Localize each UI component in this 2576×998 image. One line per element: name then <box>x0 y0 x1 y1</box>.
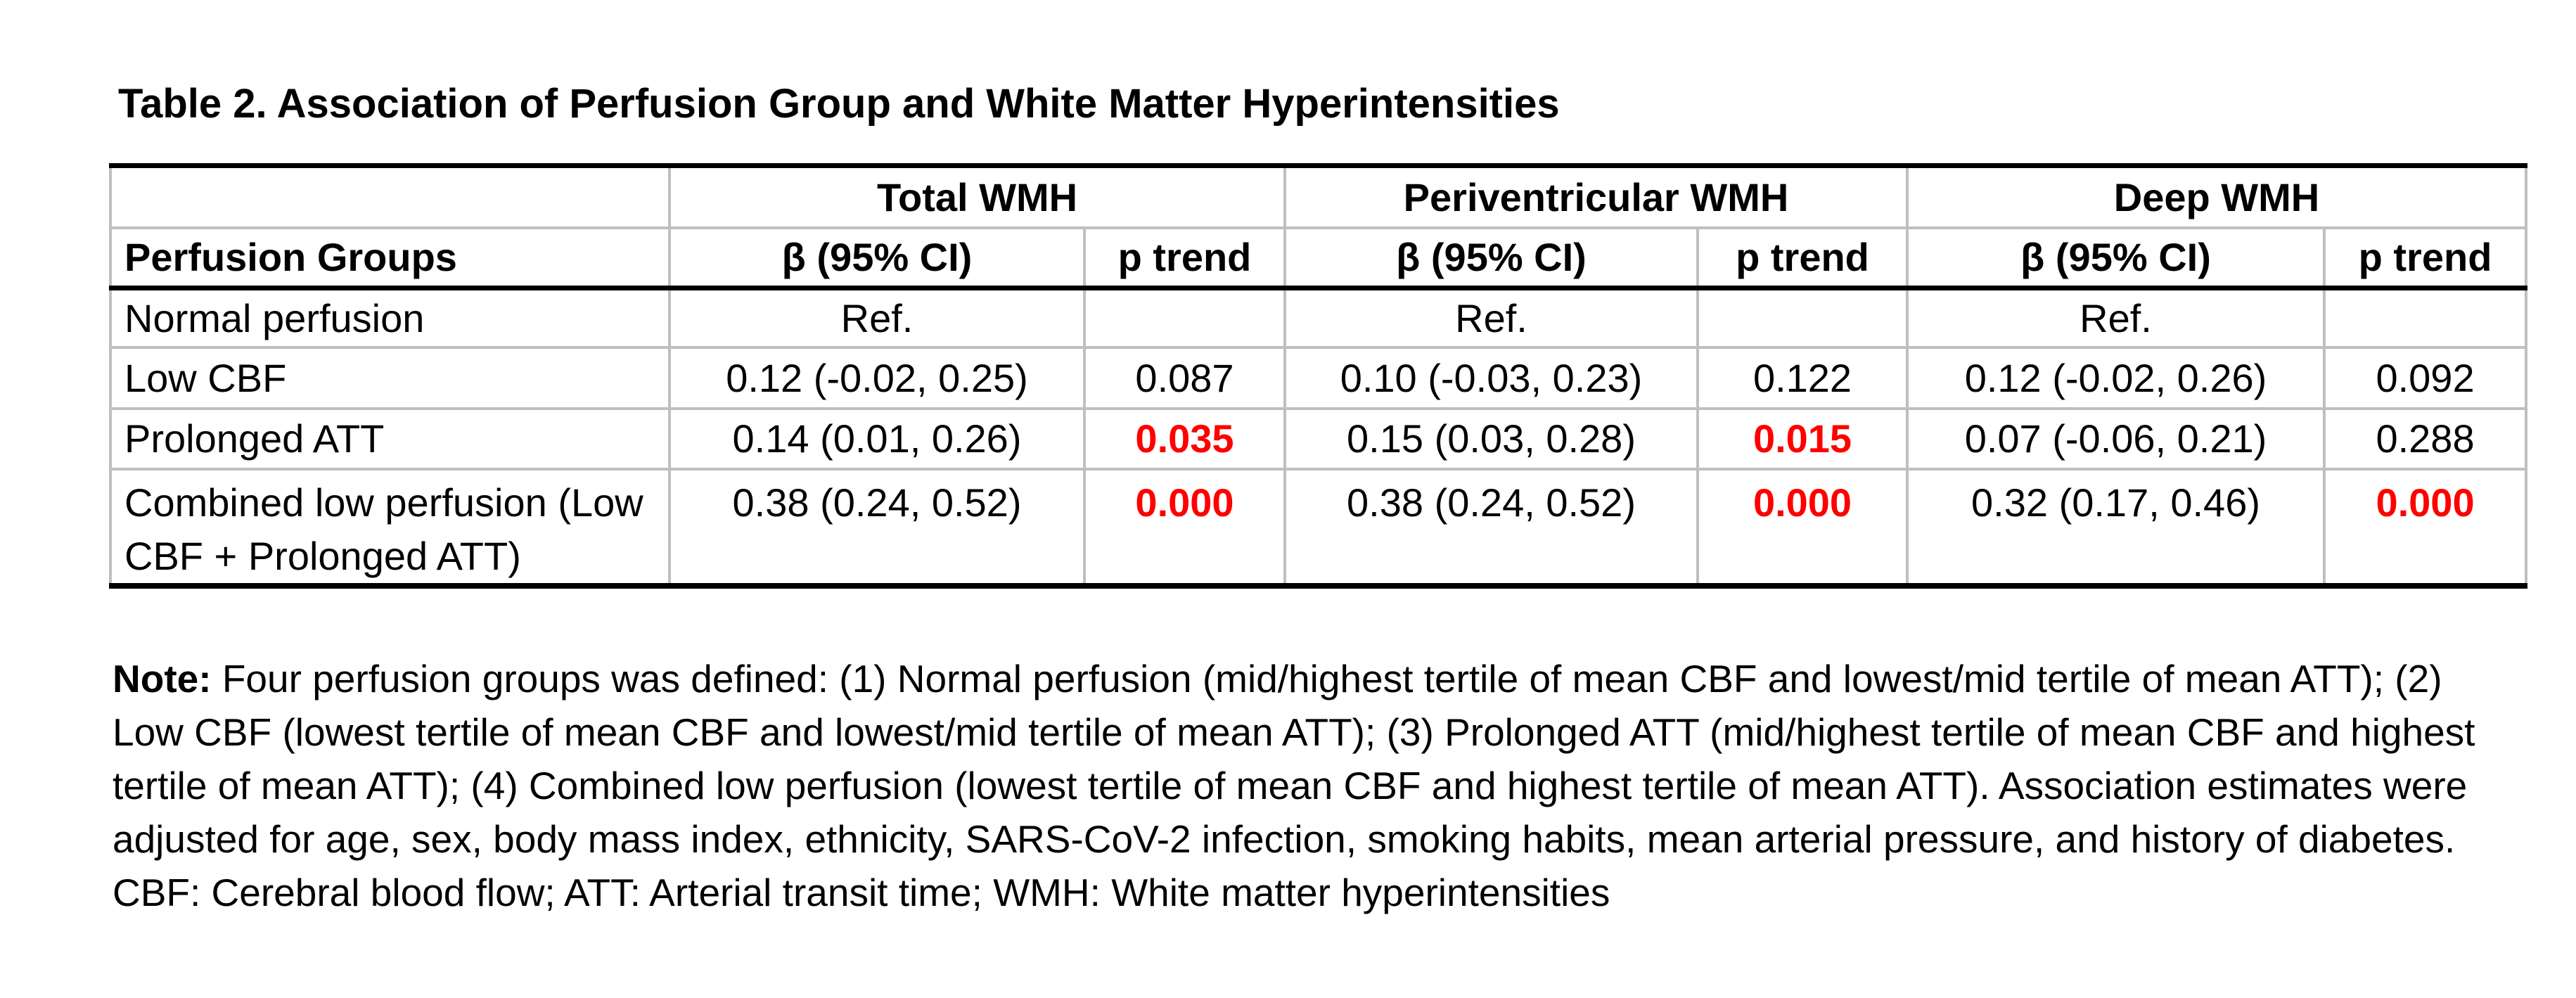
note-label: Note: <box>113 657 212 700</box>
table-row-normal-perfusion: Normal perfusion Ref. Ref. Ref. <box>109 286 2528 349</box>
row-label: Normal perfusion <box>109 286 671 349</box>
results-table: Total WMH Periventricular WMH Deep WMH P… <box>109 163 2528 589</box>
cell-total-p-trend <box>1083 286 1286 349</box>
cell-total-beta: 0.38 (0.24, 0.52) <box>668 467 1086 587</box>
cell-peri-beta: Ref. <box>1283 286 1699 349</box>
table-note: Note: Four perfusion groups was defined:… <box>113 652 2507 919</box>
column-header-total-beta: β (95% CI) <box>668 226 1086 290</box>
corner-cell <box>109 164 671 229</box>
row-label: Combined low perfusion (Low CBF + Prolon… <box>109 467 671 587</box>
row-label: Low CBF <box>109 345 671 410</box>
cell-deep-beta: 0.32 (0.17, 0.46) <box>1906 467 2326 587</box>
cell-peri-p-trend <box>1696 286 1909 349</box>
cell-total-p-trend-significant: 0.035 <box>1083 407 1286 471</box>
column-header-peri-p-trend: p trend <box>1696 226 1909 290</box>
table-title: Table 2. Association of Perfusion Group … <box>118 81 1560 127</box>
cell-deep-beta: 0.07 (-0.06, 0.21) <box>1906 407 2326 471</box>
column-header-deep-beta: β (95% CI) <box>1906 226 2326 290</box>
cell-deep-beta: 0.12 (-0.02, 0.26) <box>1906 345 2326 410</box>
table-row-low-cbf: Low CBF 0.12 (-0.02, 0.25) 0.087 0.10 (-… <box>109 345 2528 410</box>
cell-peri-p-trend-significant: 0.015 <box>1696 407 1909 471</box>
table-row-combined-low-perfusion: Combined low perfusion (Low CBF + Prolon… <box>109 467 2528 587</box>
group-header-deep-wmh: Deep WMH <box>1906 164 2528 229</box>
cell-deep-p-trend-significant: 0.000 <box>2323 467 2528 587</box>
column-header-peri-beta: β (95% CI) <box>1283 226 1699 290</box>
cell-total-beta: Ref. <box>668 286 1086 349</box>
table-row-prolonged-att: Prolonged ATT 0.14 (0.01, 0.26) 0.035 0.… <box>109 407 2528 471</box>
cell-total-beta: 0.14 (0.01, 0.26) <box>668 407 1086 471</box>
cell-total-beta: 0.12 (-0.02, 0.25) <box>668 345 1086 410</box>
cell-peri-beta: 0.38 (0.24, 0.52) <box>1283 467 1699 587</box>
cell-peri-beta: 0.15 (0.03, 0.28) <box>1283 407 1699 471</box>
cell-peri-p-trend: 0.122 <box>1696 345 1909 410</box>
cell-deep-p-trend: 0.092 <box>2323 345 2528 410</box>
cell-peri-p-trend-significant: 0.000 <box>1696 467 1909 587</box>
cell-total-p-trend: 0.087 <box>1083 345 1286 410</box>
cell-deep-p-trend <box>2323 286 2528 349</box>
column-header-total-p-trend: p trend <box>1083 226 1286 290</box>
cell-deep-beta: Ref. <box>1906 286 2326 349</box>
column-header-row: Perfusion Groups β (95% CI) p trend β (9… <box>109 226 2528 290</box>
cell-peri-beta: 0.10 (-0.03, 0.23) <box>1283 345 1699 410</box>
note-body: Four perfusion groups was defined: (1) N… <box>113 657 2475 914</box>
cell-total-p-trend-significant: 0.000 <box>1083 467 1286 587</box>
group-header-periventricular-wmh: Periventricular WMH <box>1283 164 1909 229</box>
column-header-deep-p-trend: p trend <box>2323 226 2528 290</box>
row-label: Prolonged ATT <box>109 407 671 471</box>
group-header-row: Total WMH Periventricular WMH Deep WMH <box>109 164 2528 229</box>
cell-deep-p-trend: 0.288 <box>2323 407 2528 471</box>
column-header-perfusion-groups: Perfusion Groups <box>109 226 671 290</box>
group-header-total-wmh: Total WMH <box>668 164 1286 229</box>
